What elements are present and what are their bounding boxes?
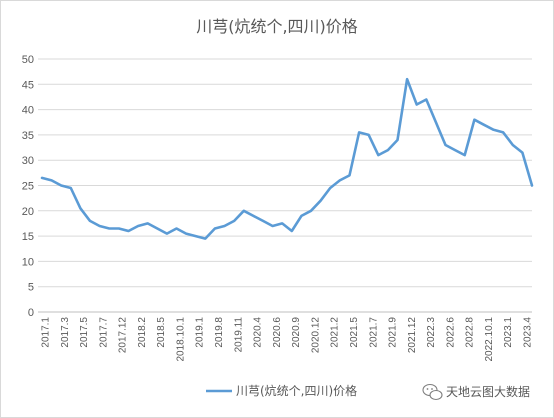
y-tick-label: 40 bbox=[22, 105, 34, 117]
y-tick-label: 50 bbox=[22, 54, 34, 66]
wechat-icon bbox=[422, 383, 443, 401]
x-tick-label: 2019.1 bbox=[195, 317, 206, 348]
x-axis-ticks: 2017.1 2017.3 2017.5 2017.7 2017.12 2018.2 201… bbox=[41, 317, 534, 362]
x-tick-label: 2022.10.1 bbox=[484, 317, 495, 362]
x-tick-label: 2017.12 bbox=[118, 317, 129, 354]
x-tick-label: 2021.2 bbox=[330, 317, 341, 348]
y-tick-label: 45 bbox=[22, 79, 34, 91]
chart-title: 川芎(炕统个,四川)价格 bbox=[196, 17, 358, 36]
x-tick-label: 2020.9 bbox=[291, 317, 302, 348]
x-tick-label: 2020.6 bbox=[272, 317, 283, 348]
x-tick-label: 2022.6 bbox=[445, 317, 456, 348]
x-tick-label: 2017.5 bbox=[79, 317, 90, 348]
series-line bbox=[40, 77, 534, 240]
x-tick-label: 2017.1 bbox=[41, 317, 52, 348]
x-tick-label: 2021.9 bbox=[388, 317, 399, 348]
x-tick-label: 2018.10.1 bbox=[175, 317, 186, 362]
watermark: 天地云图大数据 bbox=[422, 383, 530, 401]
y-tick-label: 35 bbox=[22, 130, 34, 142]
y-tick-label: 5 bbox=[28, 282, 34, 294]
x-tick-label: 2021.12 bbox=[407, 317, 418, 354]
legend-label: 川芎(炕统个,四川)价格 bbox=[236, 383, 357, 398]
x-tick-label: 2022.3 bbox=[426, 317, 437, 348]
x-tick-label: 2017.3 bbox=[60, 317, 71, 348]
y-tick-label: 30 bbox=[22, 155, 34, 167]
legend: 川芎(炕统个,四川)价格 bbox=[206, 383, 357, 398]
y-tick-label: 15 bbox=[22, 231, 34, 243]
watermark-text: 天地云图大数据 bbox=[446, 384, 530, 399]
x-tick-label: 2021.7 bbox=[368, 317, 379, 348]
x-tick-label: 2021.5 bbox=[349, 317, 360, 348]
y-tick-label: 25 bbox=[22, 181, 34, 193]
y-tick-label: 20 bbox=[22, 206, 34, 218]
y-axis-ticks: 0 5 10 15 20 25 30 35 40 45 50 bbox=[22, 54, 34, 319]
x-tick-label: 2017.7 bbox=[98, 317, 109, 348]
x-tick-label: 2023.4 bbox=[523, 317, 534, 348]
y-tick-label: 10 bbox=[22, 256, 34, 268]
y-tick-label: 0 bbox=[28, 307, 34, 319]
grid-lines bbox=[38, 58, 532, 313]
x-tick-label: 2018.2 bbox=[137, 317, 148, 348]
x-tick-label: 2022.8 bbox=[465, 317, 476, 348]
x-tick-label: 2018.5 bbox=[156, 317, 167, 348]
x-tick-label: 2019.11 bbox=[233, 317, 244, 353]
x-tick-label: 2020.4 bbox=[253, 317, 264, 348]
x-tick-label: 2020.12 bbox=[310, 317, 321, 354]
x-tick-label: 2023.1 bbox=[503, 317, 514, 348]
x-tick-label: 2019.8 bbox=[214, 317, 225, 348]
